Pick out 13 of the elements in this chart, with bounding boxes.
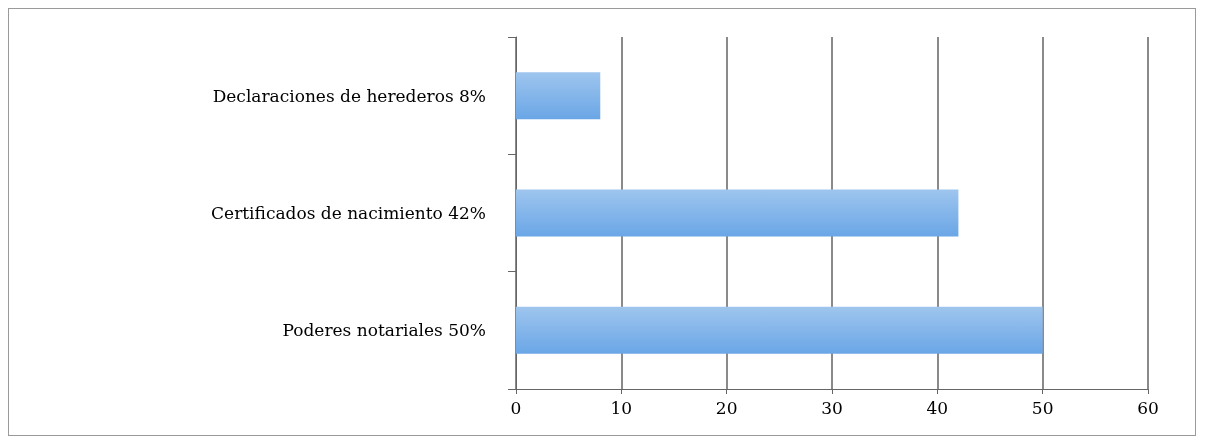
- x-tick-label: 40: [926, 397, 949, 418]
- x-tick-label: 60: [1137, 397, 1159, 418]
- x-tick-label: 0: [510, 397, 522, 418]
- x-tick-label: 10: [610, 397, 633, 418]
- y-tick-label: Declaraciones de herederos 8%: [212, 85, 486, 106]
- x-tick-label: 30: [821, 397, 843, 418]
- x-tick-label: 20: [715, 397, 738, 418]
- bar: [516, 72, 601, 120]
- x-tick-label: 50: [1031, 397, 1054, 418]
- bar: [516, 189, 959, 237]
- y-tick-label: Certificados de nacimiento 42%: [211, 203, 486, 223]
- y-tick-label: Poderes notariales 50%: [282, 320, 486, 341]
- bar: [516, 306, 1043, 354]
